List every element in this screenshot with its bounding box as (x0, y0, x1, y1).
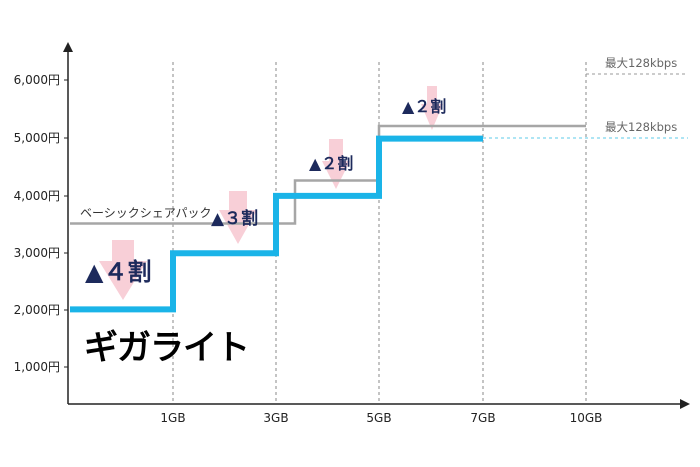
gray-cap-label: 最大128kbps (605, 56, 677, 70)
blue-series-label: ギガライト (84, 328, 249, 368)
series-layer (70, 124, 586, 313)
y-tick-labels: 6,000円 5,000円 4,000円 3,000円 2,000円 1,000… (14, 73, 60, 374)
down-arrow-icon (219, 191, 257, 244)
x-tick-label: 10GB (570, 411, 603, 425)
down-arrow-icon (99, 240, 147, 300)
y-tick-label: 5,000円 (14, 131, 60, 145)
grid-lines (172, 62, 587, 403)
series-line-giga-lite (70, 135, 483, 313)
y-tick-label: 1,000円 (14, 360, 60, 374)
gray-series-label: ベーシックシェアパック (80, 206, 212, 220)
x-tick-label: 1GB (160, 411, 185, 425)
discount-label: ▲２割 (402, 97, 446, 116)
y-tick-label: 2,000円 (14, 303, 60, 317)
x-tick-label: 7GB (470, 411, 495, 425)
discount-label: ▲２割 (309, 154, 353, 173)
y-tick-label: 4,000円 (14, 189, 60, 203)
down-arrow-icon (421, 86, 443, 130)
cap-extensions (483, 73, 688, 139)
down-arrow-icon (322, 139, 350, 189)
discount-label: ▲４割 (85, 258, 151, 286)
y-tick-label: 6,000円 (14, 73, 60, 87)
x-tick-label: 3GB (263, 411, 288, 425)
blue-cap-label: 最大128kbps (605, 120, 677, 134)
x-tick-label: 5GB (366, 411, 391, 425)
down-arrows (99, 86, 443, 300)
y-axis-ticks (64, 79, 68, 368)
y-tick-label: 3,000円 (14, 246, 60, 260)
y-axis-arrow (63, 42, 73, 52)
x-tick-labels: 1GB 3GB 5GB 7GB 10GB (160, 411, 602, 425)
axes (63, 42, 690, 409)
discount-label: ▲３割 (211, 208, 258, 229)
x-axis-arrow (680, 399, 690, 409)
series-line-basic-share-pack (70, 124, 586, 225)
